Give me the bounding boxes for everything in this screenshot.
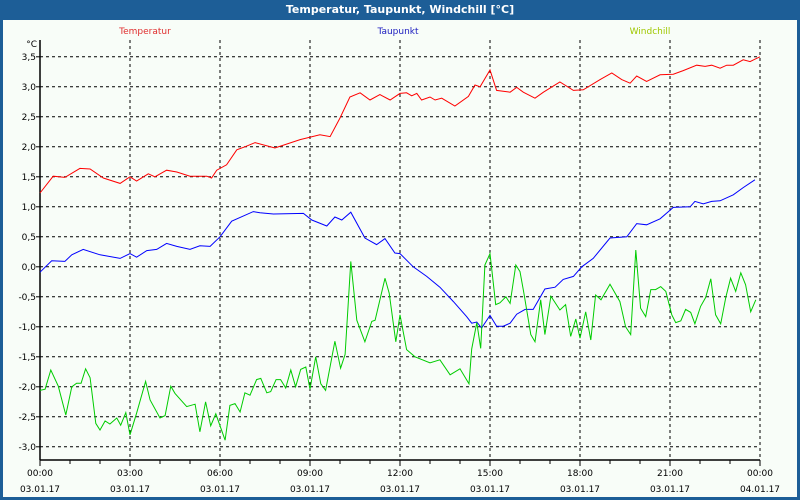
x-tick-date: 04.01.17: [740, 485, 780, 495]
x-tick-time: 00:00: [747, 469, 773, 479]
x-tick-date: 03.01.17: [20, 485, 60, 495]
y-tick-label: -2,0: [18, 383, 36, 393]
x-tick-date: 03.01.17: [290, 485, 330, 495]
y-tick-label: 2,5: [22, 113, 36, 123]
series-line-taupunkt: [39, 179, 756, 329]
y-tick-label: 1,5: [22, 173, 36, 183]
y-tick-label: -0,5: [18, 293, 36, 303]
x-tick-time: 15:00: [477, 469, 503, 479]
x-tick-date: 03.01.17: [380, 485, 420, 495]
x-tick-date: 03.01.17: [470, 485, 510, 495]
x-tick-time: 00:00: [27, 469, 53, 479]
y-tick-label: -2,5: [18, 413, 36, 423]
y-tick-label: 0,5: [22, 233, 36, 243]
series-line-windchill: [39, 249, 757, 441]
x-tick-time: 03:00: [117, 469, 143, 479]
x-tick-time: 09:00: [297, 469, 323, 479]
legend-entry-taupunkt: Taupunkt: [376, 27, 419, 37]
x-tick-date: 03.01.17: [110, 485, 150, 495]
y-tick-label: 0,0: [22, 263, 37, 273]
y-axis-unit: °C: [26, 40, 37, 50]
y-tick-label: 1,0: [22, 203, 37, 213]
x-tick-date: 03.01.17: [560, 485, 600, 495]
y-tick-label: -1,5: [18, 353, 36, 363]
x-tick-date: 03.01.17: [200, 485, 240, 495]
x-tick-date: 03.01.17: [650, 485, 690, 495]
legend-entry-windchill: Windchill: [630, 27, 671, 37]
y-tick-label: 3,0: [22, 83, 37, 93]
legend-entry-temperatur: Temperatur: [118, 27, 171, 37]
y-tick-label: 3,5: [22, 53, 36, 63]
x-tick-time: 18:00: [567, 469, 593, 479]
y-tick-label: -1,0: [18, 323, 36, 333]
x-tick-time: 06:00: [207, 469, 233, 479]
x-tick-time: 21:00: [657, 469, 683, 479]
x-tick-time: 12:00: [387, 469, 413, 479]
y-tick-label: 2,0: [22, 143, 37, 153]
y-tick-label: -3,0: [18, 443, 36, 453]
window-title: Temperatur, Taupunkt, Windchill [°C]: [0, 0, 800, 20]
series-line-temperatur: [39, 56, 761, 194]
